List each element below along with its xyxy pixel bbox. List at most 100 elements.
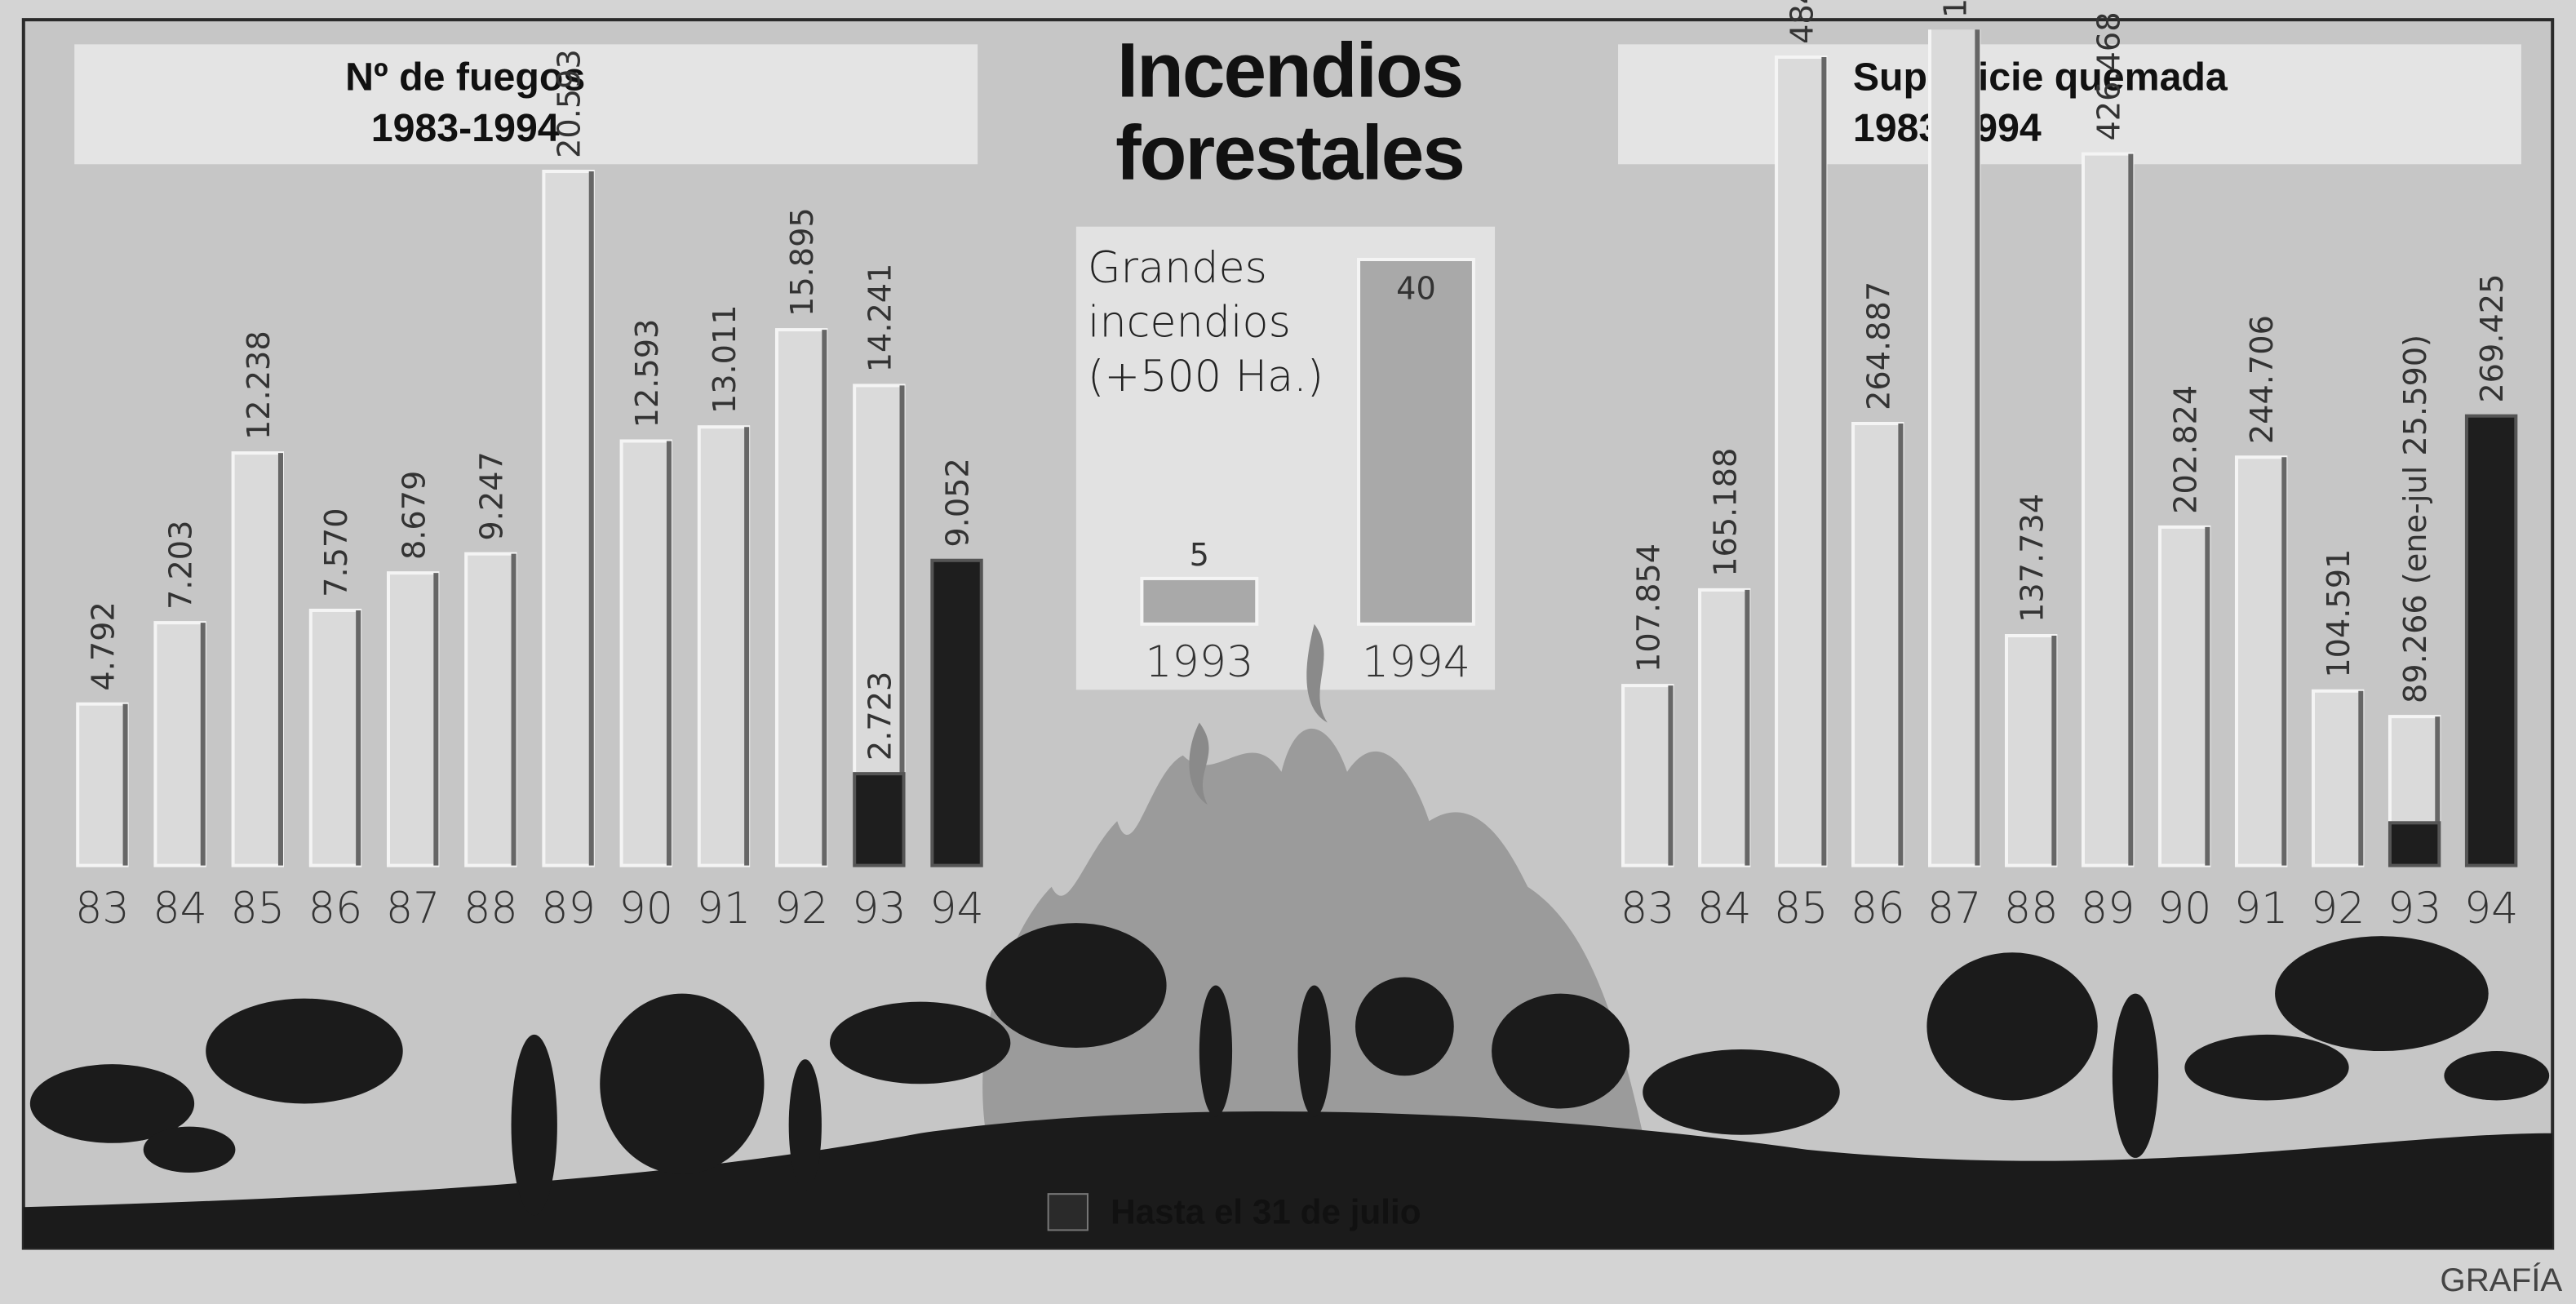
bar [2083, 154, 2132, 866]
value-label: 7.570 [319, 508, 355, 597]
bar [854, 774, 903, 865]
tree [2113, 994, 2158, 1158]
main-title: Incendios forestales [1084, 29, 1495, 193]
x-tick-label: 84 [1697, 884, 1752, 934]
value-label: 7.203 [164, 521, 200, 610]
bar [2237, 457, 2286, 865]
value-label: 9.247 [474, 451, 510, 540]
tree [1492, 994, 1629, 1109]
value-label: 244.706 [2245, 315, 2281, 444]
legend-label: Hasta el 31 de julio [1111, 1192, 1421, 1231]
bar [2313, 691, 2362, 866]
bar [155, 623, 204, 866]
value-label: 269.425 [2475, 274, 2511, 403]
bar [2467, 416, 2516, 866]
bar [466, 554, 515, 866]
value-label: 13.011 [707, 304, 743, 414]
title-box: Incendios forestales [1018, 29, 1560, 210]
value-label: 107.854 [1631, 543, 1667, 672]
bar [2006, 636, 2055, 866]
value-label: 104.591 [2321, 549, 2357, 678]
value-label: 40 [1396, 271, 1436, 307]
value-label: 8.679 [397, 471, 432, 560]
bar [777, 330, 826, 866]
x-tick-label: 86 [1851, 884, 1905, 934]
tree [1926, 952, 2097, 1100]
value-label: 15.895 [785, 207, 821, 317]
page: Nº de fuegos 1983-1994 Superficie quemad… [0, 0, 2576, 1304]
x-tick-label: 93 [2388, 884, 2442, 934]
x-tick-label: 91 [2234, 884, 2289, 934]
x-tick-label: 87 [386, 884, 441, 934]
x-tick-label: 94 [2464, 884, 2519, 934]
x-tick-label: 89 [541, 884, 596, 934]
x-tick-label: 86 [308, 884, 363, 934]
tree [512, 1035, 557, 1215]
tree [1355, 977, 1454, 1076]
x-tick-label: 92 [2311, 884, 2365, 934]
chart-title: Superficie quemada [1853, 55, 2228, 100]
tree [600, 994, 764, 1174]
bar [1853, 424, 1902, 866]
tree [2444, 1051, 2549, 1100]
chart-subtitle: 1983-1994 [371, 106, 560, 150]
bar [543, 171, 592, 866]
value-label: 165.188 [1708, 448, 1744, 577]
bar [932, 561, 981, 866]
x-tick-label: 1993 [1145, 637, 1253, 687]
value-label: 484.476 [1785, 0, 1820, 44]
value-label: 4.792 [86, 601, 122, 690]
x-tick-label: 83 [1621, 884, 1675, 934]
x-tick-label: 91 [697, 884, 752, 934]
infographic: Nº de fuegos 1983-1994 Superficie quemad… [0, 0, 2576, 1304]
bar [1700, 590, 1749, 866]
tree [2275, 936, 2489, 1051]
x-tick-label: 93 [852, 884, 907, 934]
x-tick-label: 88 [463, 884, 518, 934]
bar [1359, 259, 1474, 624]
bar [1623, 685, 1672, 866]
bar [233, 453, 282, 866]
bar [1930, 0, 1979, 866]
tree [2184, 1035, 2348, 1101]
tree [1643, 1049, 1840, 1135]
value-label: 20.593 [552, 49, 588, 158]
value-label: 2.723 [862, 672, 898, 761]
chart-title: Nº de fuegos [345, 55, 585, 100]
tree [144, 1127, 236, 1173]
bar [2160, 527, 2209, 866]
bar [388, 573, 437, 865]
bar [78, 704, 126, 866]
bar [1142, 579, 1257, 624]
tree [1298, 986, 1331, 1117]
bar [622, 441, 671, 865]
credit: GRAFÍA [2440, 1262, 2562, 1298]
x-tick-label: 94 [929, 884, 984, 934]
x-tick-label: 84 [153, 884, 207, 934]
x-tick-label: 89 [2081, 884, 2135, 934]
value-label: 14.241 [862, 264, 898, 373]
tree [986, 923, 1166, 1048]
x-tick-label: 83 [75, 884, 130, 934]
value-label: 202.824 [2168, 385, 2204, 514]
bar [699, 427, 748, 865]
x-tick-label: 87 [1927, 884, 1982, 934]
value-label: 426.468 [2091, 11, 2127, 140]
value-label: 12.593 [630, 319, 666, 428]
x-tick-label: 85 [231, 884, 286, 934]
x-tick-label: 85 [1774, 884, 1829, 934]
value-label: 89.266 (ene-jul 25.590) [2398, 335, 2434, 703]
x-tick-label: 92 [774, 884, 829, 934]
tree [789, 1059, 822, 1191]
value-label: 137.734 [2015, 494, 2051, 623]
x-tick-label: 90 [2157, 884, 2212, 934]
inset-title: Grandes incendios (+500 Ha.) [1088, 243, 1350, 406]
x-tick-label: 88 [2004, 884, 2059, 934]
tree [830, 1002, 1010, 1084]
value-label: 5 [1190, 538, 1209, 574]
bar [1776, 57, 1825, 866]
tree [206, 999, 403, 1104]
bar [2390, 823, 2439, 865]
tree [1199, 986, 1232, 1117]
inset-title-box: Grandes incendios (+500 Ha.) [1088, 243, 1350, 457]
